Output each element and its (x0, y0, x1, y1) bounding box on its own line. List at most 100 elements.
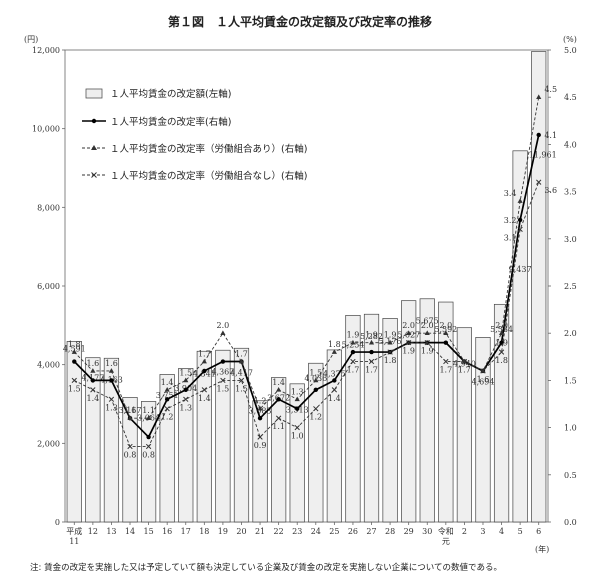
x-tick-label: 25 (329, 527, 339, 536)
left-tick-label: 0 (55, 518, 60, 527)
left-tick-label: 8,000 (37, 203, 60, 212)
rate-point-nonunion (275, 415, 282, 421)
rate-value-label: 2.0 (439, 321, 452, 330)
rate-point-union (257, 405, 263, 411)
rate-point-nonunion (313, 406, 319, 412)
legend-union-marker (91, 145, 97, 150)
x-tick-label: 2 (462, 527, 467, 536)
x-tick-label: 27 (366, 527, 376, 536)
rate-value-label: 2.0 (217, 321, 230, 330)
legend-solid-marker (91, 118, 97, 124)
rate-point-union (164, 387, 170, 392)
rate-value-label: 1.1 (272, 422, 285, 431)
x-tick-label: 15 (144, 527, 154, 536)
rate-value-label: 1.7 (235, 350, 248, 359)
bar (475, 337, 491, 523)
rate-value-label: 1.1 (124, 406, 137, 415)
rate-value-label: 1.7 (198, 350, 211, 359)
rate-value-label: 1.7 (458, 366, 471, 375)
bar-value-label: 5,534 (490, 325, 513, 334)
rate-point-union (517, 198, 523, 203)
rate-point-nonunion (461, 358, 468, 365)
rate-value-label: 1.8 (495, 356, 508, 365)
right-tick-label: 1.0 (564, 424, 577, 433)
rate-value-label: 1.9 (495, 339, 508, 348)
rate-point-all (183, 387, 188, 393)
rate-value-label: 1.7 (347, 366, 360, 375)
footnote: 注: 賃金の改定を実施した又は予定していて額も決定している企業及び賃金の改定を実… (30, 562, 502, 573)
x-tick-label: 平成 (66, 526, 82, 536)
legend-nonunion-label: １人平均賃金の改定率（労働組合なし）(右軸) (110, 170, 307, 182)
rate-point-all (443, 340, 449, 345)
x-tick-label: 28 (385, 527, 395, 536)
legend: １人平均賃金の改定額(左軸) １人平均賃金の改定率(右軸) １人平均賃金の改定率… (82, 88, 307, 182)
x-tick-label: 17 (181, 527, 191, 536)
bar-value-label: 5,254 (341, 340, 364, 349)
rate-point-nonunion (201, 387, 207, 393)
rate-point-nonunion (498, 349, 505, 355)
bar-value-label: 3,751 (156, 391, 179, 400)
rate-point-union (71, 349, 77, 354)
rate-point-all (146, 434, 151, 440)
rate-point-union (201, 358, 207, 364)
rate-value-label: 1.8 (328, 340, 341, 349)
rate-value-label: 4.5 (544, 85, 557, 94)
rate-value-label: 1.9 (421, 347, 434, 356)
rate-value-label: 1.4 (328, 394, 341, 403)
right-axis-unit: (%) (563, 35, 577, 44)
rate-value-label: 1.9 (402, 347, 415, 356)
x-tick-label: 6 (536, 527, 541, 536)
rate-line-union (73, 97, 540, 419)
left-tick-label: 10,000 (32, 125, 60, 134)
rate-value-label: 1.0 (291, 432, 304, 441)
right-tick-label: 2.5 (564, 282, 577, 291)
rate-value-label: 1.4 (86, 394, 99, 403)
right-tick-label: 3.0 (564, 235, 577, 244)
chart-title: 第１図 １人平均賃金の改定額及び改定率の推移 (168, 14, 432, 29)
legend-bar-label: １人平均賃金の改定額(左軸) (110, 88, 231, 100)
rate-point-all (164, 397, 170, 402)
bar-value-label: 4,940 (453, 360, 476, 369)
rate-value-label: 2.0 (402, 321, 415, 330)
rate-line-all (73, 134, 540, 439)
right-tick-label: 4.5 (564, 93, 577, 102)
bar-value-label: 4,591 (63, 344, 86, 353)
rate-point-union (220, 330, 226, 335)
rate-point-nonunion (517, 226, 523, 233)
rate-line-nonunion (74, 181, 540, 447)
rate-value-label: 0.8 (142, 450, 155, 459)
rate-point-nonunion (443, 358, 449, 365)
rate-point-nonunion (220, 377, 226, 384)
x-tick-label: 22 (274, 527, 284, 536)
bar-value-label: 5,627 (397, 331, 420, 340)
x-tick-label: 26 (348, 527, 358, 536)
x-tick-label: 30 (422, 527, 432, 536)
rate-point-nonunion (294, 424, 300, 431)
x-tick-label: 19 (218, 527, 228, 536)
rate-point-nonunion (71, 377, 77, 384)
rate-value-label: 0.9 (254, 441, 267, 450)
rate-point-all (276, 397, 281, 402)
line-value-labels: 1.8 1.6 1.6 1.1 1.1 1.4 1.5 1.7 2.0 1.7 1.2 1.4 1.3 1… (68, 85, 557, 459)
rate-value-label: 1.9 (365, 331, 378, 340)
rate-point-union (368, 339, 375, 345)
x-tick-label: 11 (69, 537, 79, 546)
x-tick-label: 令和 (438, 526, 454, 536)
bar-value-label: 5,282 (360, 332, 383, 341)
rate-value-label: 1.7 (365, 366, 378, 375)
rate-value-label: 1.6 (86, 359, 99, 368)
left-tick-label: 4,000 (37, 361, 60, 370)
rate-value-label: 1.6 (477, 375, 490, 384)
rate-value-label: 1.5 (235, 384, 248, 393)
rate-point-nonunion (164, 406, 170, 412)
x-tick-label: 18 (199, 527, 209, 536)
rate-point-nonunion (536, 179, 542, 185)
rate-point-nonunion (368, 358, 375, 365)
right-tick-label: 3.5 (564, 188, 577, 197)
x-tick-label: 4 (499, 527, 504, 536)
bar-value-label: 4,375 (323, 369, 346, 378)
x-tick-label: 23 (292, 527, 302, 536)
rate-point-nonunion (257, 434, 263, 440)
rate-point-all (90, 378, 96, 383)
bar (66, 341, 82, 523)
